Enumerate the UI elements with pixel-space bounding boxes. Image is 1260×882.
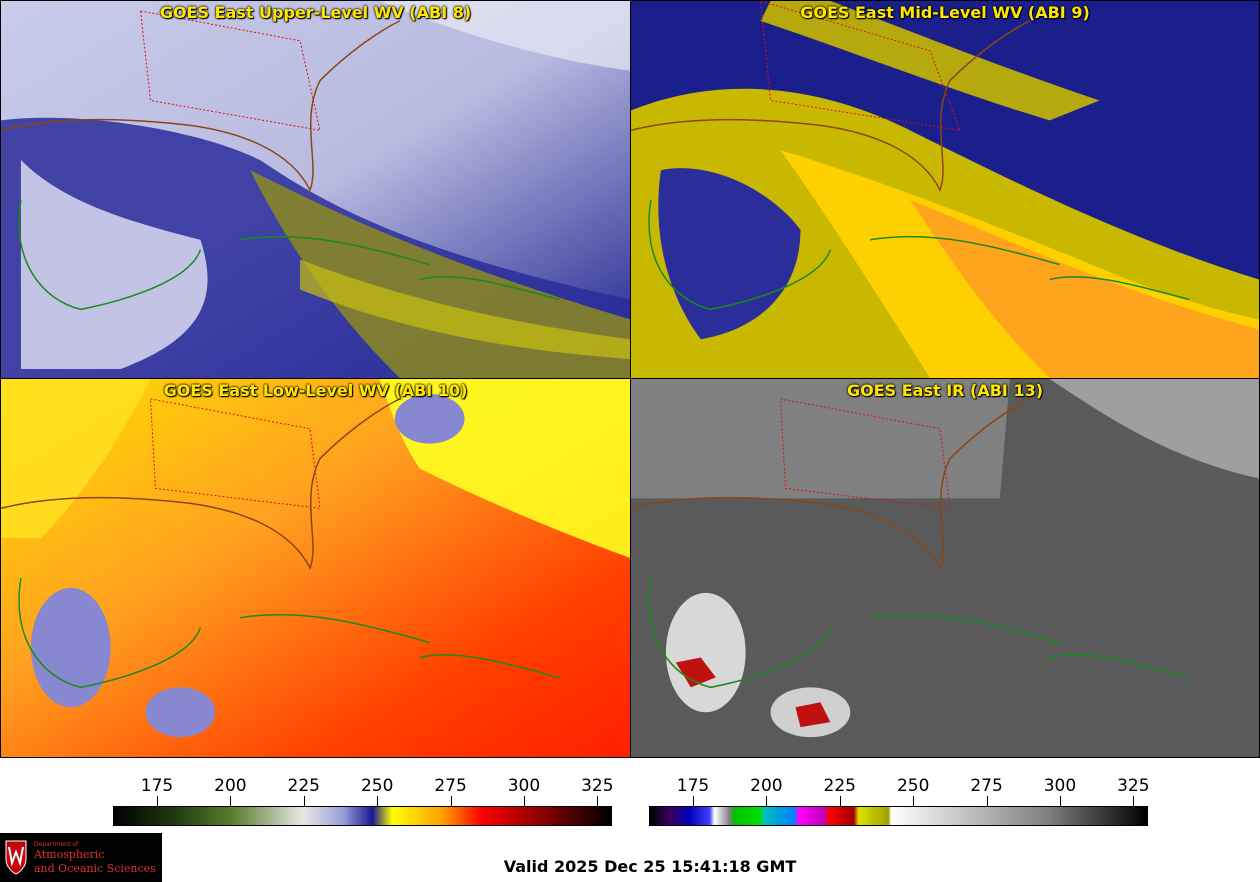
- valid-time: Valid 2025 Dec 25 15:41:18 GMT: [503, 857, 797, 876]
- ir-title: GOES East IR (ABI 13): [846, 381, 1044, 400]
- wv-colorbar-tick: [450, 796, 452, 806]
- mid-level-wv-image: [631, 1, 1259, 378]
- wv-colorbar-tick: [597, 796, 599, 806]
- low-level-wv-panel: GOES East Low-Level WV (ABI 10): [0, 378, 631, 758]
- mid-level-wv-title: GOES East Mid-Level WV (ABI 9): [800, 3, 1090, 22]
- ir-colorbar-tick-label: 275: [970, 776, 1003, 796]
- ir-colorbar-tick-label: 300: [1043, 776, 1077, 796]
- wv-colorbar-tick: [230, 796, 232, 806]
- wv-colorbar-tick: [377, 796, 379, 806]
- upper-level-wv-panel: GOES East Upper-Level WV (ABI 8): [0, 0, 631, 379]
- ir-colorbar-tick: [839, 796, 841, 806]
- ir-colorbar-tick: [913, 796, 915, 806]
- upper-level-wv-image: [1, 1, 630, 378]
- ir-image: [631, 379, 1259, 757]
- ir-panel: GOES East IR (ABI 13): [630, 378, 1260, 758]
- wv-colorbar-tick-label: 325: [581, 776, 614, 796]
- upper-level-wv-title: GOES East Upper-Level WV (ABI 8): [159, 3, 472, 22]
- ir-colorbar-tick: [1133, 796, 1135, 806]
- wv-colorbar-tick-label: 200: [214, 776, 247, 796]
- ir-colorbar-tick: [986, 796, 988, 806]
- wv-colorbar-tick-label: 175: [140, 776, 174, 796]
- wv-colorbar: [113, 806, 612, 826]
- wv-colorbar-tick-label: 300: [507, 776, 541, 796]
- wv-colorbar-tick: [303, 796, 305, 806]
- logo-dept: Department of: [34, 841, 78, 848]
- mid-level-wv-panel: GOES East Mid-Level WV (ABI 9): [630, 0, 1260, 379]
- logo-line-2: and Oceanic Sciences: [34, 862, 156, 875]
- ir-colorbar-tick: [1059, 796, 1061, 806]
- logo-line-1: Atmospheric: [34, 848, 105, 861]
- low-level-wv-title: GOES East Low-Level WV (ABI 10): [163, 381, 468, 400]
- ir-colorbar: [649, 806, 1148, 826]
- wv-colorbar-tick-label: 275: [434, 776, 467, 796]
- wv-colorbar-tick-label: 225: [287, 776, 320, 796]
- ir-colorbar-tick-label: 225: [823, 776, 856, 796]
- ir-colorbar-tick: [693, 796, 695, 806]
- ir-colorbar-tick: [766, 796, 768, 806]
- ir-colorbar-tick-label: 200: [750, 776, 783, 796]
- wv-colorbar-tick-label: 250: [360, 776, 394, 796]
- wv-colorbar-tick: [523, 796, 525, 806]
- wv-colorbar-tick: [157, 796, 159, 806]
- aos-logo: Department of Atmospheric and Oceanic Sc…: [0, 833, 162, 882]
- ir-colorbar-tick-label: 325: [1117, 776, 1150, 796]
- uw-crest-icon: [5, 840, 27, 875]
- low-level-wv-image: [1, 379, 630, 757]
- ir-colorbar-tick-label: 175: [676, 776, 710, 796]
- ir-colorbar-tick-label: 250: [896, 776, 930, 796]
